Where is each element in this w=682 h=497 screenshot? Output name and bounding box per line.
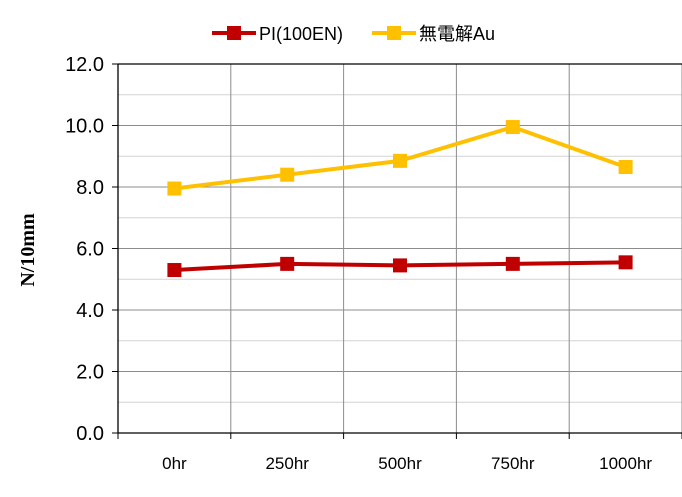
legend-label: PI(100EN)	[259, 24, 343, 44]
y-tick-label: 0.0	[76, 423, 104, 445]
x-tick-label: 0hr	[162, 454, 187, 473]
legend-item-1: PI(100EN)	[212, 24, 343, 44]
data-point-marker	[618, 160, 633, 175]
legend-item-2: 無電解Au	[372, 24, 495, 44]
series-1	[167, 255, 633, 278]
x-tick-label: 750hr	[491, 454, 535, 473]
legend-marker	[387, 26, 401, 40]
y-tick-label: 10.0	[65, 116, 104, 138]
data-point-marker	[393, 153, 407, 168]
y-tick-label: 6.0	[76, 239, 104, 261]
legend-marker	[227, 26, 241, 40]
data-point-marker	[167, 263, 182, 278]
y-tick-label: 2.0	[76, 362, 104, 384]
data-point-marker	[618, 255, 633, 270]
data-point-marker	[505, 256, 520, 271]
x-tick-label: 1000hr	[599, 454, 652, 473]
series-2	[167, 120, 633, 196]
series-layer	[167, 120, 633, 278]
x-tick-label: 250hr	[265, 454, 309, 473]
axis-layer: 0.0 2.0 4.0 6.0 8.0 10.0 12.0 0hr 250hr 500hr 750h…	[65, 54, 682, 473]
y-tick-label: 12.0	[65, 54, 104, 76]
y-axis-title: N/10mm	[17, 213, 39, 287]
data-point-marker	[167, 181, 182, 196]
legend-label: 無電解Au	[419, 24, 495, 44]
data-point-marker	[280, 167, 295, 182]
y-tick-label: 8.0	[76, 177, 104, 199]
y-tick-label: 4.0	[76, 300, 104, 322]
legend: PI(100EN) 無電解Au	[212, 24, 495, 44]
x-tick-label: 500hr	[378, 454, 422, 473]
data-point-marker	[280, 256, 295, 271]
grid-layer	[118, 63, 682, 434]
data-point-marker	[505, 120, 520, 135]
data-point-marker	[393, 258, 407, 273]
